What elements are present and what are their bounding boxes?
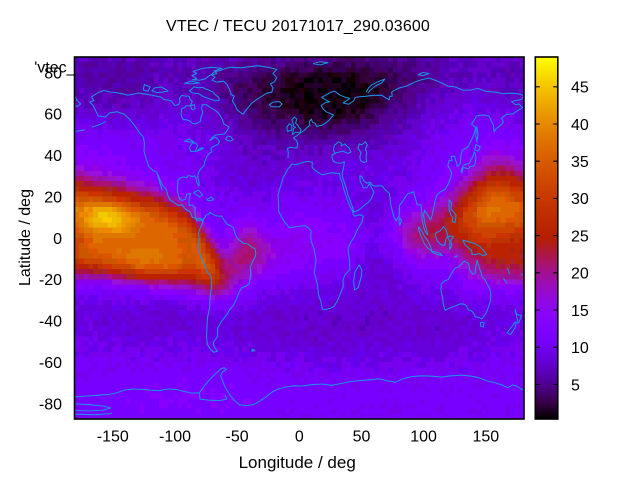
svg-text:35: 35 <box>571 154 589 171</box>
svg-text:Longitude / deg: Longitude / deg <box>239 453 356 472</box>
svg-text:25: 25 <box>571 228 589 245</box>
svg-text:40: 40 <box>571 117 589 134</box>
svg-text:-100: -100 <box>159 429 191 446</box>
svg-text:-60: -60 <box>39 355 62 372</box>
svg-text:-50: -50 <box>226 429 249 446</box>
svg-text:150: 150 <box>472 429 499 446</box>
svg-text:45: 45 <box>571 80 589 97</box>
svg-text:-20: -20 <box>39 272 62 289</box>
svg-text:60: 60 <box>44 107 62 124</box>
svg-text:10: 10 <box>571 340 589 357</box>
svg-text:Latitude / deg: Latitude / deg <box>17 189 34 286</box>
svg-text:-40: -40 <box>39 314 62 331</box>
svg-text:VTEC / TECU 20171017_290.03600: VTEC / TECU 20171017_290.03600 <box>166 18 430 35</box>
svg-text:5: 5 <box>571 377 580 394</box>
svg-text:20: 20 <box>44 189 62 206</box>
svg-text:50: 50 <box>353 429 371 446</box>
svg-text:-80: -80 <box>39 396 62 413</box>
svg-text:0: 0 <box>295 429 304 446</box>
svg-text:100: 100 <box>410 429 437 446</box>
svg-text:20: 20 <box>571 266 589 283</box>
svg-text:30: 30 <box>571 191 589 208</box>
svg-text:-150: -150 <box>97 429 129 446</box>
svg-text:80: 80 <box>44 65 62 82</box>
svg-text:'vtec_: 'vtec_ <box>34 60 76 77</box>
svg-text:0: 0 <box>53 231 62 248</box>
svg-text:15: 15 <box>571 303 589 320</box>
svg-text:40: 40 <box>44 148 62 165</box>
